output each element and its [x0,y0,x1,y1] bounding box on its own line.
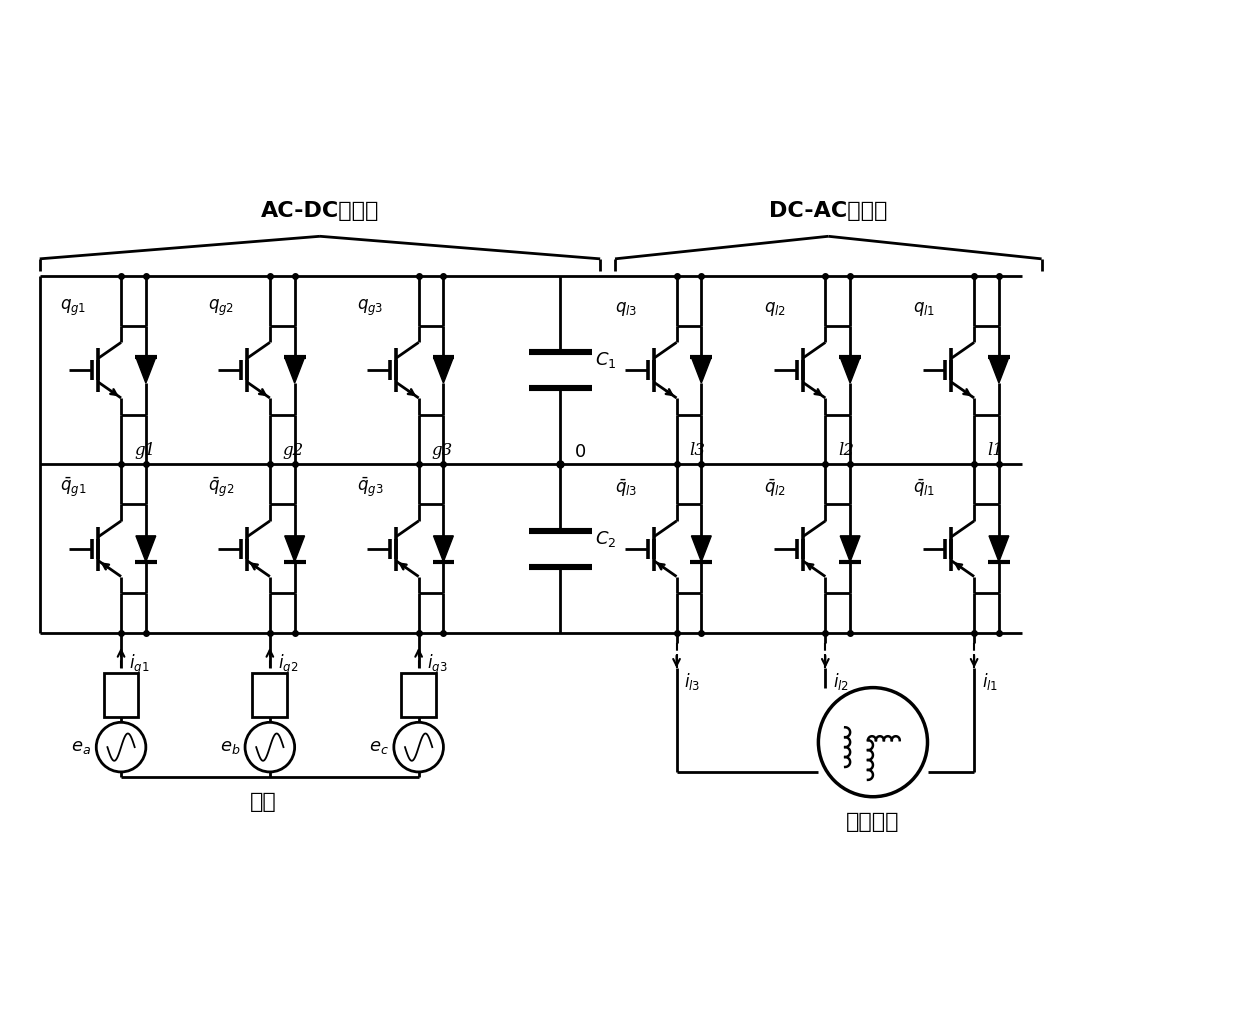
Polygon shape [136,358,156,383]
Text: $i_{g3}$: $i_{g3}$ [427,652,448,677]
Text: $i_{g2}$: $i_{g2}$ [278,652,298,677]
Text: $\bar{q}_{g2}$: $\bar{q}_{g2}$ [208,476,234,499]
Bar [402,673,436,718]
Text: g1: g1 [134,443,155,459]
Text: $e_c$: $e_c$ [370,738,389,756]
Text: $i_{l1}$: $i_{l1}$ [982,671,998,692]
Bar [253,673,288,718]
Text: $C_1$: $C_1$ [595,351,616,370]
Text: l3: l3 [689,443,706,459]
Text: $\bar{q}_{g1}$: $\bar{q}_{g1}$ [60,476,86,499]
Text: $C_2$: $C_2$ [595,528,616,549]
Polygon shape [990,536,1009,561]
Text: g3: g3 [432,443,453,459]
Text: $\bar{q}_{l2}$: $\bar{q}_{l2}$ [764,478,786,499]
Polygon shape [990,358,1009,383]
Text: $i_{l2}$: $i_{l2}$ [833,671,849,692]
Polygon shape [285,536,305,561]
Text: $e_b$: $e_b$ [219,738,241,756]
Polygon shape [285,358,305,383]
Text: AC-DC变换器: AC-DC变换器 [260,202,379,221]
Text: $e_a$: $e_a$ [72,738,92,756]
Polygon shape [841,536,861,561]
Text: $q_{l3}$: $q_{l3}$ [615,300,637,317]
Text: $q_{g1}$: $q_{g1}$ [60,298,86,317]
Text: l2: l2 [838,443,854,459]
Text: $q_{g2}$: $q_{g2}$ [208,298,234,317]
Text: $i_{g1}$: $i_{g1}$ [129,652,149,677]
Text: $\bar{q}_{l1}$: $\bar{q}_{l1}$ [913,478,935,499]
Polygon shape [692,536,712,561]
Polygon shape [136,536,156,561]
Text: 电网: 电网 [249,792,277,812]
Text: g2: g2 [283,443,304,459]
Text: $q_{g3}$: $q_{g3}$ [357,298,383,317]
Polygon shape [434,536,454,561]
Text: $\bar{q}_{l3}$: $\bar{q}_{l3}$ [615,478,637,499]
Text: 0: 0 [575,444,587,461]
Text: $q_{l2}$: $q_{l2}$ [764,300,786,317]
Polygon shape [841,358,861,383]
Text: $i_{l3}$: $i_{l3}$ [684,671,701,692]
Bar [104,673,139,718]
Text: l1: l1 [987,443,1003,459]
Polygon shape [434,358,454,383]
Text: DC-AC变换器: DC-AC变换器 [769,202,888,221]
Text: 感应电机: 感应电机 [846,812,900,831]
Text: $q_{l1}$: $q_{l1}$ [913,300,935,317]
Text: $\bar{q}_{g3}$: $\bar{q}_{g3}$ [357,476,383,499]
Polygon shape [692,358,712,383]
